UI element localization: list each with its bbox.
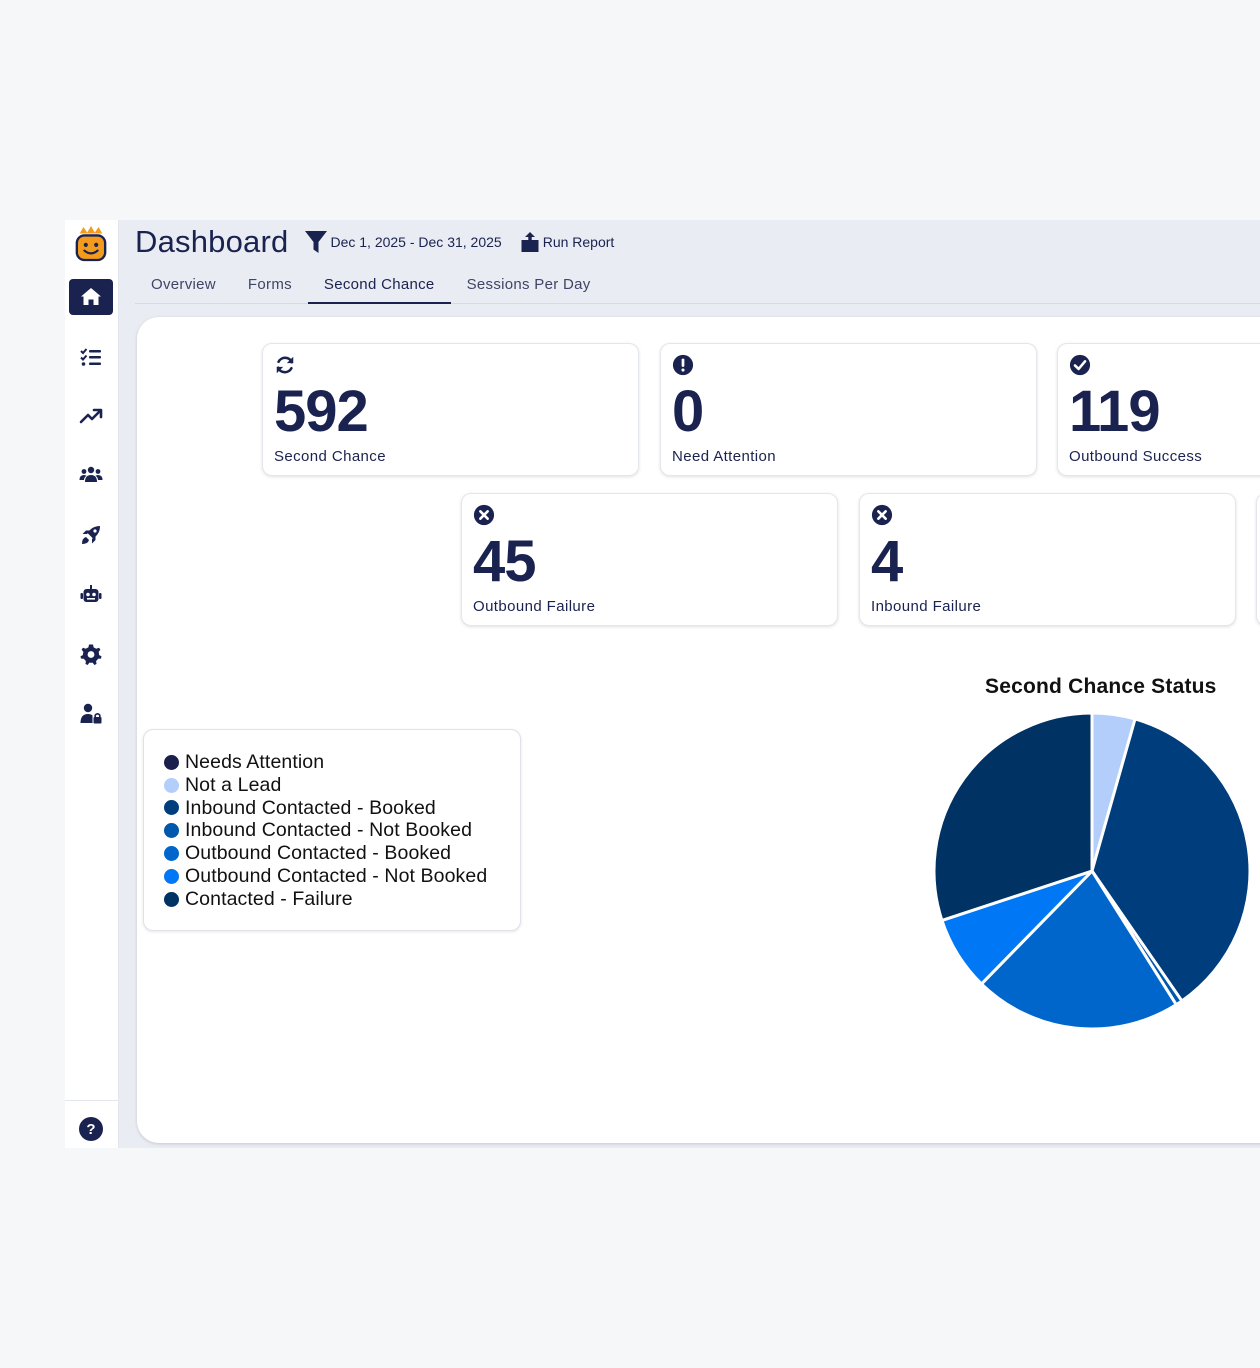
x-circle-icon (473, 504, 495, 526)
legend-swatch (164, 754, 179, 770)
pie-chart (932, 711, 1252, 1031)
date-range-label: Dec 1, 2025 - Dec 31, 2025 (330, 234, 502, 250)
stat-card-inbound-failure: 4 Inbound Failure (859, 493, 1236, 626)
legend-item[interactable]: Outbound Contacted - Booked (164, 842, 520, 865)
tab-overview[interactable]: Overview (151, 276, 216, 293)
help-button[interactable]: ? (79, 1117, 103, 1141)
run-report-label: Run Report (542, 234, 615, 250)
stat-value: 4 (871, 529, 903, 594)
app-logo[interactable] (73, 222, 109, 264)
stat-card-outbound-failure: 45 Outbound Failure (461, 493, 838, 626)
rocket-icon (82, 526, 100, 544)
legend-label: Outbound Contacted - Not Booked (185, 864, 488, 887)
legend-item[interactable]: Outbound Contacted - Not Booked (164, 865, 520, 888)
filter-icon (305, 231, 328, 253)
legend-label: Inbound Contacted - Booked (185, 796, 436, 819)
stat-label: Need Attention (672, 448, 777, 465)
tab-bar: Overview Forms Second Chance Sessions Pe… (135, 268, 1260, 304)
stat-value: 592 (274, 379, 369, 444)
stat-value: 119 (1069, 379, 1161, 444)
user-lock-icon (80, 703, 102, 724)
stat-card-need-attention: 0 Need Attention (660, 343, 1037, 476)
sidebar-item-home[interactable] (69, 279, 113, 315)
page-header: Dashboard Dec 1, 2025 - Dec 31, 2025 Run… (135, 220, 614, 264)
pie-slice[interactable] (979, 869, 1178, 1031)
page-title: Dashboard (135, 224, 289, 259)
legend-swatch (164, 823, 179, 839)
sidebar-item-settings[interactable] (69, 637, 113, 673)
sidebar-divider (65, 1100, 119, 1101)
legend-swatch (164, 846, 179, 862)
stat-label: Second Chance (274, 448, 386, 465)
trending-up-icon (79, 408, 103, 424)
legend-swatch (164, 777, 179, 793)
legend-swatch (164, 800, 179, 816)
legend-label: Not a Lead (185, 773, 282, 796)
run-report-button[interactable]: Run Report (520, 231, 615, 253)
legend-label: Outbound Contacted - Booked (185, 842, 452, 865)
legend-item[interactable]: Inbound Contacted - Booked (164, 797, 520, 820)
legend-swatch (164, 891, 179, 907)
legend-label: Needs Attention (185, 750, 325, 773)
chart-legend: Needs Attention Not a Lead Inbound Contact… (143, 729, 521, 931)
check-circle-icon (1069, 354, 1091, 376)
sidebar-item-bots[interactable] (69, 577, 113, 613)
legend-swatch (164, 868, 179, 884)
sidebar-item-campaigns[interactable] (69, 517, 113, 553)
sidebar-item-users[interactable] (69, 457, 113, 493)
stat-value: 45 (473, 529, 537, 594)
stat-value: 0 (672, 379, 704, 444)
stat-label: Inbound Failure (871, 598, 982, 615)
stat-label: Outbound Failure (473, 598, 596, 615)
legend-item[interactable]: Contacted - Failure (164, 888, 520, 911)
stat-label: Outbound Success (1069, 448, 1203, 465)
robot-icon (80, 585, 102, 602)
x-circle-icon (871, 504, 893, 526)
exclamation-circle-icon (672, 354, 694, 376)
dashboard-panel: 592 Second Chance 0 Need Attention 119 O… (137, 317, 1260, 1143)
home-icon (81, 288, 101, 305)
stat-card-partial (1256, 493, 1260, 626)
refresh-icon (274, 354, 296, 376)
gear-icon (80, 644, 102, 665)
pie-slice[interactable] (932, 711, 1094, 922)
pie-slice[interactable] (1090, 717, 1252, 1003)
app-window: ? Dashboard Dec 1, 2025 - Dec 31, 2025 R… (65, 220, 1260, 1148)
checklist-icon (80, 348, 101, 366)
share-upload-icon (521, 232, 539, 252)
date-filter-button[interactable]: Dec 1, 2025 - Dec 31, 2025 (304, 229, 502, 255)
stat-card-outbound-success: 119 Outbound Success (1057, 343, 1260, 476)
legend-label: Inbound Contacted - Not Booked (185, 819, 473, 842)
help-icon: ? (86, 1120, 96, 1138)
stat-card-second-chance: 592 Second Chance (262, 343, 639, 476)
tab-forms[interactable]: Forms (247, 276, 292, 293)
legend-label: Contacted - Failure (185, 887, 353, 910)
legend-item[interactable]: Not a Lead (164, 774, 520, 797)
users-icon (79, 466, 103, 482)
legend-item[interactable]: Needs Attention (164, 751, 520, 774)
tab-sessions-per-day[interactable]: Sessions Per Day (466, 276, 591, 293)
sidebar: ? (65, 220, 119, 1148)
sidebar-item-account[interactable] (69, 696, 113, 732)
tab-second-chance[interactable]: Second Chance (307, 268, 451, 304)
sidebar-item-analytics[interactable] (69, 398, 113, 434)
sidebar-item-tasks[interactable] (69, 339, 113, 375)
chart-title: Second Chance Status (985, 675, 1217, 698)
legend-item[interactable]: Inbound Contacted - Not Booked (164, 819, 520, 842)
